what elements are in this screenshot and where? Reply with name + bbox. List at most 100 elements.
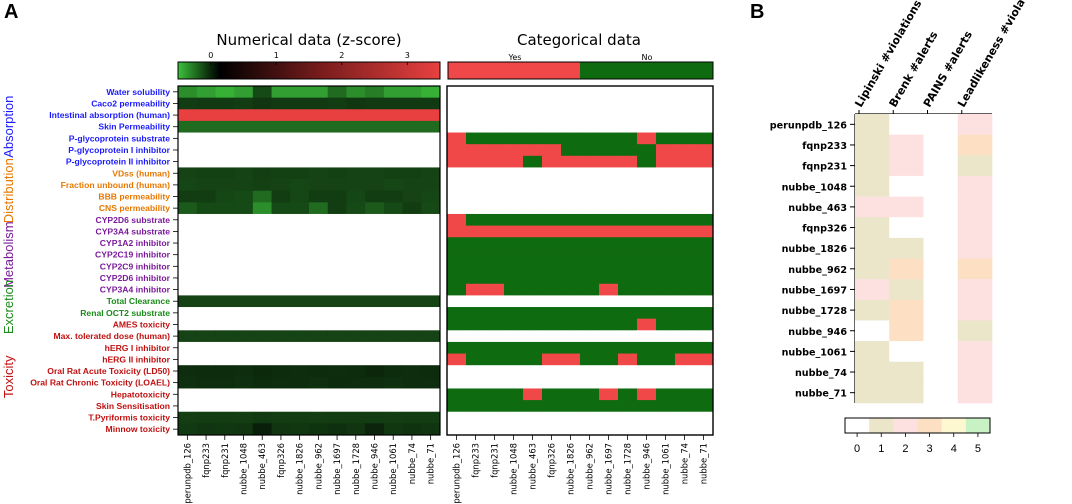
categorical-cell: [523, 341, 543, 354]
b-cell: [889, 382, 924, 404]
numerical-column-label: nubbe_1061: [388, 443, 398, 495]
numerical-cell: [234, 353, 254, 366]
b-cell: [957, 175, 993, 197]
categorical-cell: [618, 330, 638, 343]
numerical-cell: [365, 97, 385, 110]
b-cell: [923, 299, 959, 321]
numerical-cell: [402, 295, 422, 308]
numerical-cell: [252, 86, 272, 99]
b-row-label: nubbe_74: [795, 368, 847, 379]
categorical-cell: [637, 144, 657, 157]
b-cell: [889, 361, 924, 383]
numerical-cell: [309, 120, 329, 133]
categorical-cell: [694, 365, 714, 378]
categorical-cell: [447, 283, 467, 296]
categorical-cell: [580, 120, 600, 133]
categorical-cell: [523, 97, 543, 110]
b-cell: [855, 196, 890, 218]
group-label: Absorption: [1, 96, 16, 158]
categorical-cell: [504, 283, 524, 296]
numerical-cell: [252, 132, 272, 145]
b-cell: [923, 279, 959, 301]
categorical-cell: [504, 400, 524, 413]
numerical-cell: [421, 97, 441, 110]
categorical-cell: [675, 120, 695, 133]
numerical-cell: [346, 97, 366, 110]
row-label: CYP3A4 substrate: [95, 226, 170, 236]
categorical-cell: [542, 295, 562, 308]
categorical-cell: [542, 307, 562, 320]
categorical-cell: [447, 400, 467, 413]
numerical-cell: [215, 376, 235, 389]
numerical-cell: [309, 97, 329, 110]
categorical-cell: [485, 144, 505, 157]
categorical-cell: [618, 155, 638, 168]
numerical-cell: [327, 213, 347, 226]
numerical-cell: [234, 237, 254, 250]
categorical-cell: [523, 353, 543, 366]
numerical-cell: [234, 179, 254, 192]
numerical-cell: [383, 376, 403, 389]
numerical-cell: [196, 190, 216, 203]
numerical-cell: [178, 295, 198, 308]
numerical-cell: [178, 144, 198, 157]
numerical-cell: [309, 190, 329, 203]
categorical-cell: [447, 86, 467, 99]
numerical-cell: [252, 120, 272, 133]
numerical-cell: [383, 179, 403, 192]
numerical-cell: [252, 272, 272, 285]
numerical-cell: [365, 120, 385, 133]
categorical-cell: [523, 237, 543, 250]
categorical-cell: [694, 225, 714, 238]
numerical-cell: [421, 365, 441, 378]
categorical-cell: [599, 353, 619, 366]
categorical-cell: [466, 341, 486, 354]
categorical-cell: [542, 144, 562, 157]
numerical-cell: [271, 365, 291, 378]
numerical-cell: [252, 97, 272, 110]
categorical-cell: [599, 272, 619, 285]
numerical-cell: [365, 295, 385, 308]
numerical-cell: [196, 144, 216, 157]
categorical-cell: [637, 318, 657, 331]
numerical-cell: [271, 144, 291, 157]
numerical-cell: [365, 144, 385, 157]
numerical-cell: [178, 307, 198, 320]
categorical-cell: [542, 190, 562, 203]
categorical-cell: [656, 144, 676, 157]
numerical-cell: [402, 307, 422, 320]
categorical-cell: [656, 260, 676, 273]
categorical-cell: [561, 120, 581, 133]
categorical-cell: [523, 365, 543, 378]
categorical-cell: [561, 388, 581, 401]
categorical-cell: [523, 179, 543, 192]
categorical-cell: [694, 120, 714, 133]
categorical-cell: [675, 248, 695, 261]
numerical-column-label: nubbe_71: [426, 443, 436, 484]
categorical-cell: [523, 120, 543, 133]
categorical-cell: [580, 260, 600, 273]
categorical-cell: [580, 86, 600, 99]
categorical-cell: [485, 120, 505, 133]
numerical-cell: [252, 318, 272, 331]
categorical-cell: [580, 109, 600, 122]
categorical-cell: [523, 376, 543, 389]
numerical-cell: [290, 97, 310, 110]
numerical-cell: [402, 97, 422, 110]
categorical-cell: [580, 283, 600, 296]
numerical-cell: [215, 155, 235, 168]
categorical-cell: [637, 353, 657, 366]
numerical-cell: [309, 155, 329, 168]
categorical-cell: [447, 260, 467, 273]
numerical-cell: [215, 365, 235, 378]
numerical-cell: [421, 295, 441, 308]
row-label: Skin Sensitisation: [96, 401, 170, 411]
numerical-cell: [215, 272, 235, 285]
numerical-cell: [327, 179, 347, 192]
group-label: Metabolism: [1, 221, 16, 287]
categorical-cell: [599, 283, 619, 296]
row-label: T.Pyriformis toxicity: [88, 413, 170, 423]
categorical-cell: [656, 283, 676, 296]
categorical-cell: [675, 353, 695, 366]
categorical-cell: [580, 179, 600, 192]
